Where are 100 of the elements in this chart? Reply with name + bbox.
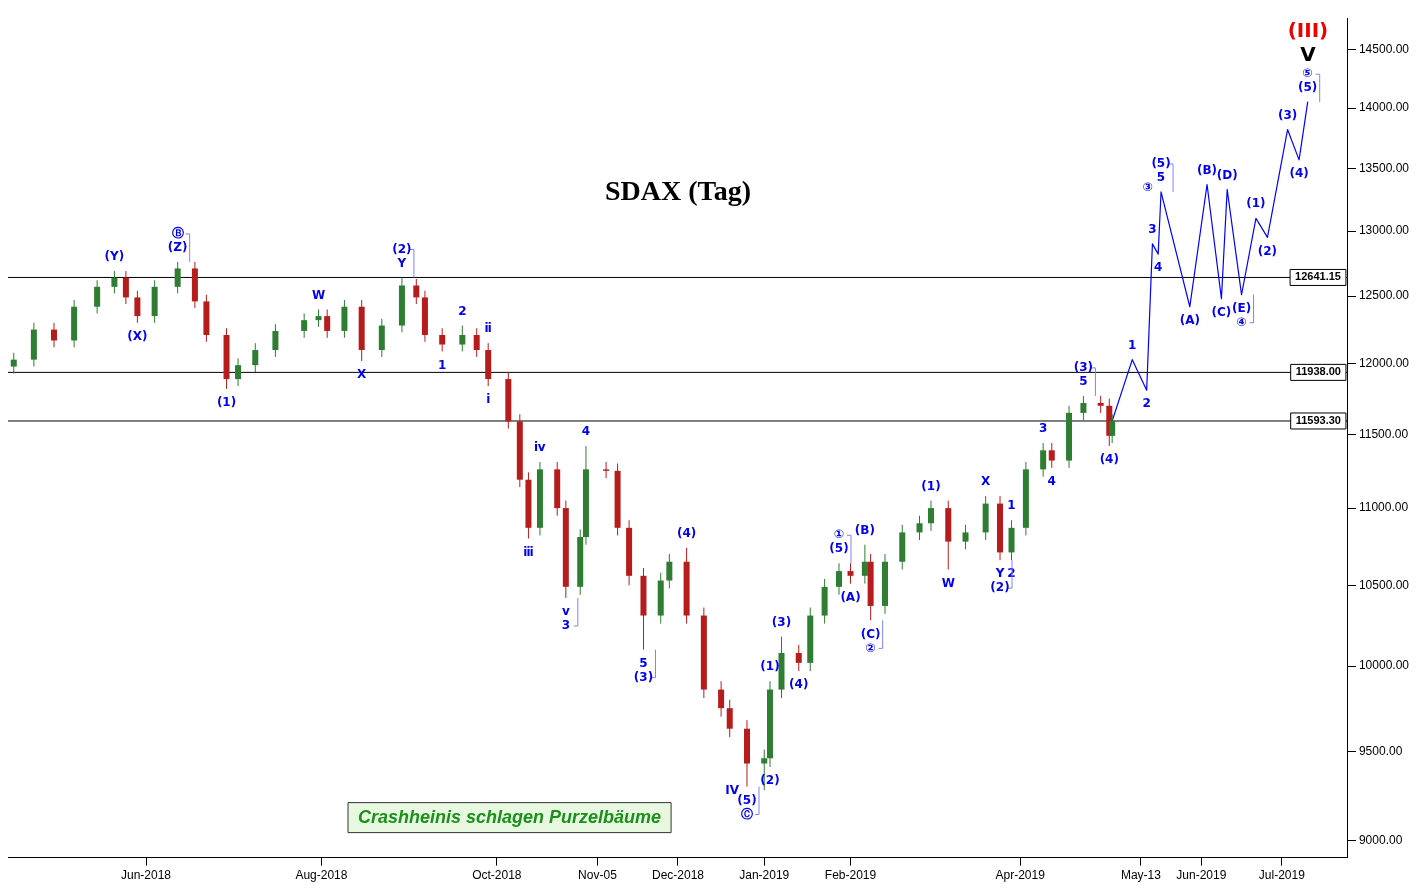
candlestick [10, 352, 17, 374]
annotation: ⅲ [523, 544, 534, 559]
annotation: (5) [1151, 156, 1171, 171]
x-tick-label: Feb-2019 [824, 868, 877, 883]
annotation: (5) [737, 792, 757, 807]
annotation: ⅱ [484, 321, 492, 336]
candlestick [666, 553, 673, 589]
candlestick [473, 327, 480, 358]
candlestick [324, 308, 331, 339]
x-tick-label: May-13 [1120, 868, 1162, 883]
y-tick-label: 14500.00 [1358, 42, 1410, 57]
candlestick [1048, 442, 1055, 469]
annotation: 5 [1079, 374, 1088, 389]
annotation: (5) [1298, 80, 1318, 95]
annotation: X [981, 474, 992, 489]
candlestick [1080, 395, 1087, 421]
annotation: Crashheinis schlagen Purzelbäume [358, 806, 662, 827]
y-tick-label: 11000.00 [1358, 500, 1409, 515]
annotation: 2 [458, 303, 467, 318]
candlestick [174, 261, 181, 294]
annotation: ③ [1142, 180, 1154, 195]
y-tick-label: 12500.00 [1358, 288, 1410, 303]
annotation: W [941, 575, 955, 590]
y-tick-label: 11500.00 [1358, 426, 1409, 441]
annotation: (4) [789, 677, 809, 692]
annotation: (2) [990, 580, 1010, 595]
annotation: 1 [1007, 498, 1016, 513]
annotation: 1 [438, 357, 447, 372]
annotation: (C) [1211, 304, 1232, 319]
annotation: (A) [1179, 312, 1200, 327]
x-tick-label: Aug-2018 [295, 868, 348, 883]
annotation: 4 [1047, 474, 1056, 489]
annotation: 4 [1153, 260, 1163, 275]
candlestick [122, 270, 129, 305]
annotation: (2) [392, 241, 412, 256]
candlestick [51, 322, 58, 348]
annotation: 4 [581, 424, 591, 439]
annotation: (3) [1277, 107, 1298, 122]
annotation: Y [994, 566, 1005, 581]
annotation: (E) [1231, 300, 1252, 315]
annotation: (3) [771, 614, 792, 629]
candlestick [94, 279, 101, 314]
annotation: (1) [216, 394, 237, 409]
annotation: 3 [1038, 421, 1048, 436]
annotation: 5 [639, 655, 648, 670]
annotation: (4) [1099, 452, 1119, 467]
candlestick [134, 290, 141, 324]
y-tick-label: 10500.00 [1358, 577, 1410, 592]
annotation: (Z) [167, 240, 188, 255]
y-tick-label: 9000.00 [1358, 833, 1403, 848]
annotation: (Y) [104, 249, 125, 264]
candlestick [718, 680, 725, 718]
annotation: (1) [921, 478, 941, 493]
candlestick [962, 524, 969, 550]
annotation: (3) [633, 669, 654, 684]
x-tick-label: Jan-2019 [739, 868, 790, 883]
ref-line-label: 11938.00 [1295, 365, 1341, 378]
annotation: (B) [1196, 162, 1218, 177]
annotation: (1) [760, 659, 780, 674]
annotation: (C) [860, 626, 881, 641]
candlestick [836, 562, 842, 596]
y-tick-label: 9500.00 [1358, 743, 1403, 758]
candlestick [235, 357, 242, 387]
annotation: ④ [1236, 314, 1247, 329]
annotation: 3 [561, 618, 571, 633]
y-tick-label: 10000.00 [1358, 658, 1410, 673]
candlestick [252, 342, 259, 373]
x-tick-label: Oct-2018 [472, 868, 522, 883]
annotation: ⅰ [486, 392, 491, 407]
annotation: ⑤ [1302, 66, 1313, 81]
ref-line-label: 11593.30 [1295, 414, 1341, 427]
candlestick [928, 500, 935, 532]
annotation: ② [865, 640, 876, 655]
candlestick [1109, 413, 1116, 444]
y-tick-label: 13000.00 [1358, 223, 1410, 238]
annotation: 3 [1148, 221, 1157, 236]
annotation: (1) [1246, 196, 1266, 211]
annotation: ⅳ [534, 440, 547, 455]
annotation: (A) [840, 589, 861, 604]
candlestick [795, 644, 802, 672]
ref-line-label: 12641.15 [1295, 270, 1341, 283]
candlestick [916, 515, 923, 541]
candlestick [861, 544, 868, 585]
annotation: 1 [1128, 337, 1137, 352]
annotation: (X) [127, 328, 148, 343]
candlestick [301, 312, 308, 339]
annotation: 2 [1142, 396, 1151, 411]
candlestick [272, 323, 279, 358]
y-tick-label: 12000.00 [1358, 356, 1410, 371]
candlestick [603, 461, 610, 479]
annotation: (4) [1289, 165, 1309, 180]
annotation: W [311, 287, 326, 302]
x-tick-label: Nov-05 [578, 868, 618, 883]
x-tick-label: Jun-2018 [121, 868, 172, 883]
text: SDAX (Tag) [604, 175, 751, 207]
candlestick [726, 699, 733, 738]
annotation: Ⓒ [740, 806, 753, 821]
annotation: (B) [854, 522, 875, 537]
annotation: (D) [1216, 167, 1238, 182]
annotation: ① [833, 527, 845, 542]
